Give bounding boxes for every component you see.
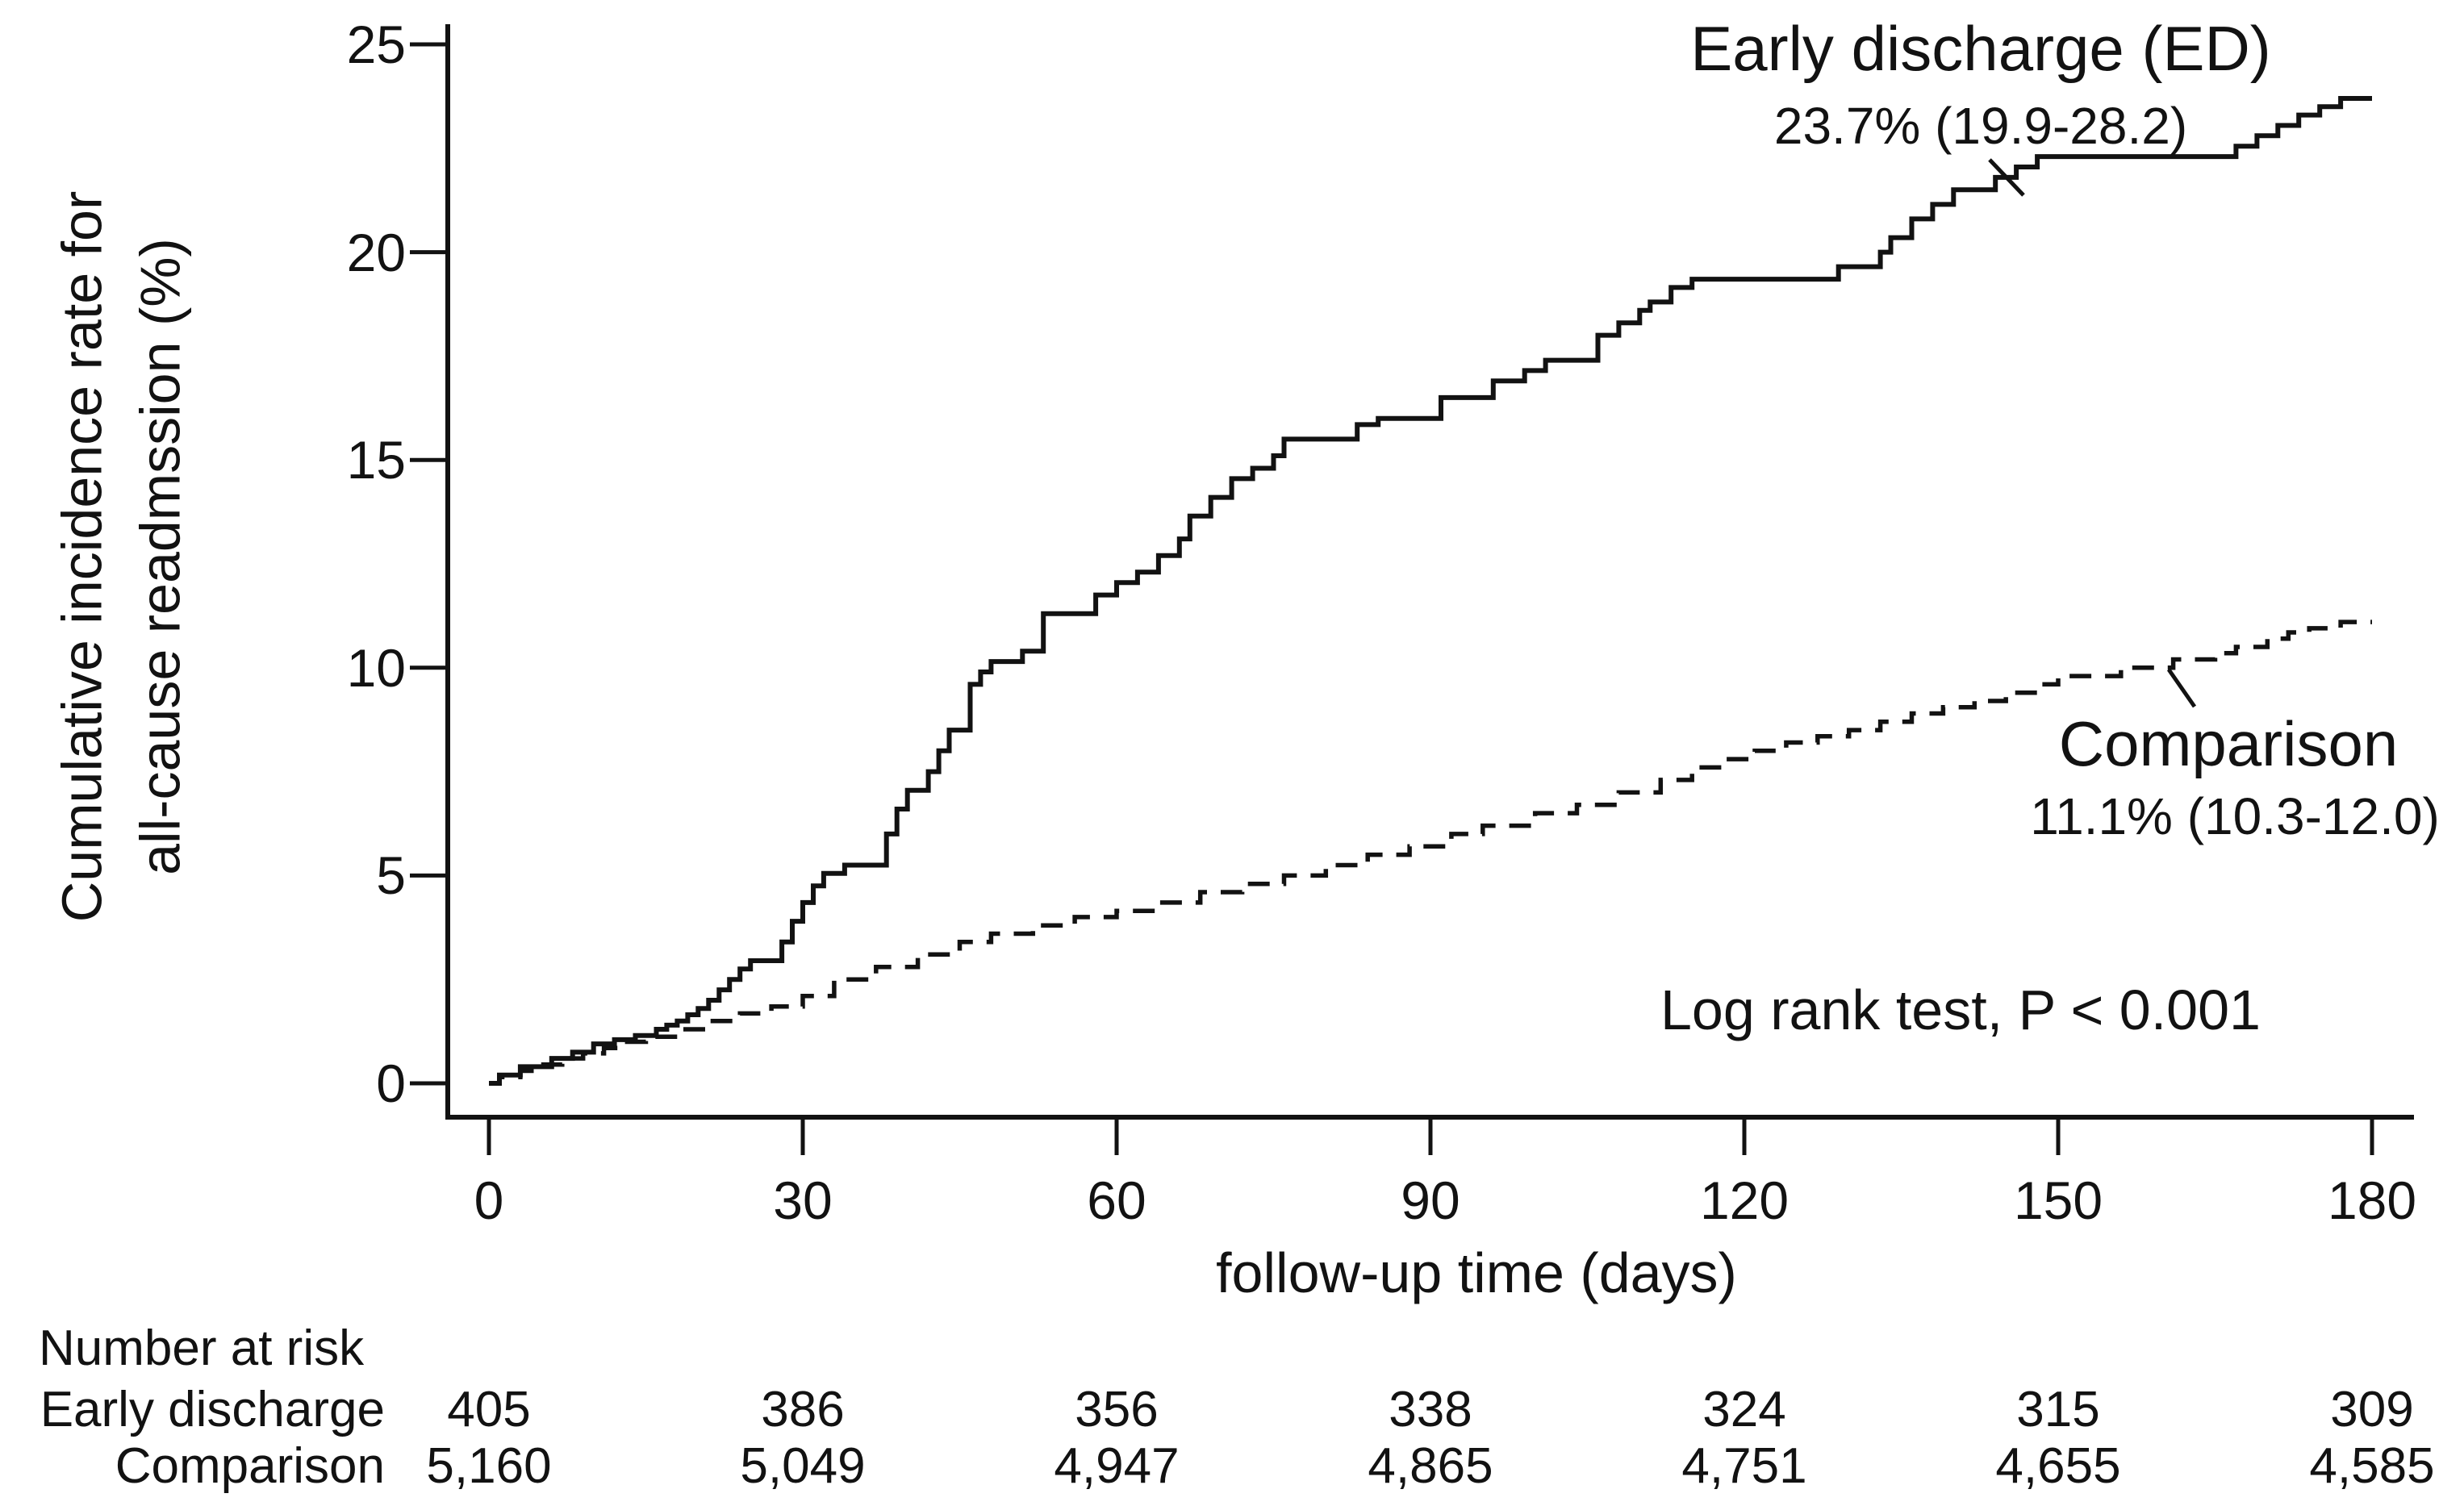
series-estimate-comparison: 11.1% (10.3-12.0) xyxy=(2030,787,2440,845)
curve-comparison xyxy=(489,620,2372,1086)
x-tick-label: 30 xyxy=(773,1170,833,1230)
y-axis-title-line2: all-cause readmssion (%) xyxy=(128,238,191,875)
y-axis-title: Cumulative incidence rate for all-cause … xyxy=(43,191,198,923)
risk-row-label: Early discharge xyxy=(40,1382,385,1437)
risk-count: 4,585 xyxy=(2309,1438,2435,1494)
x-tick-label: 90 xyxy=(1401,1170,1460,1230)
risk-count: 315 xyxy=(2016,1382,2100,1437)
risk-count: 356 xyxy=(1075,1382,1159,1437)
x-tick-label: 120 xyxy=(1699,1170,1790,1230)
risk-count: 4,865 xyxy=(1368,1438,1493,1494)
y-tick-label: 20 xyxy=(346,222,406,282)
series-label-comparison: Comparison xyxy=(2058,708,2399,779)
y-tick-label: 10 xyxy=(346,637,406,698)
y-axis-title-line1: Cumulative incidence rate for xyxy=(50,190,114,923)
risk-count: 309 xyxy=(2330,1382,2414,1437)
series-label-early-discharge: Early discharge (ED) xyxy=(1690,13,2271,84)
y-tick-label: 25 xyxy=(346,15,406,74)
risk-count: 4,655 xyxy=(1995,1438,2121,1494)
comparison-callout-line xyxy=(2166,668,2197,708)
series-estimate-early-discharge: 23.7% (19.9-28.2) xyxy=(1773,97,2188,155)
risk-count: 4,947 xyxy=(1054,1438,1180,1494)
x-axis-title: follow-up time (days) xyxy=(1216,1241,1737,1304)
y-tick-label: 0 xyxy=(376,1053,406,1113)
risk-count: 5,049 xyxy=(740,1438,866,1494)
risk-row-label: Comparison xyxy=(115,1438,385,1494)
risk-count: 4,751 xyxy=(1681,1438,1807,1494)
risk-count: 338 xyxy=(1389,1382,1472,1437)
x-tick-label: 0 xyxy=(474,1170,504,1230)
x-tick-label: 150 xyxy=(2013,1170,2103,1230)
number-at-risk-header: Number at risk xyxy=(39,1320,365,1376)
risk-count: 386 xyxy=(761,1382,845,1437)
x-tick-label: 60 xyxy=(1087,1170,1146,1230)
x-tick-label: 180 xyxy=(2327,1170,2417,1230)
curve-early-discharge xyxy=(489,96,2372,1086)
axis-lines xyxy=(445,24,2414,1120)
y-tick-label: 15 xyxy=(346,430,406,490)
risk-count: 5,160 xyxy=(426,1438,552,1494)
risk-count: 405 xyxy=(447,1382,531,1437)
risk-count: 324 xyxy=(1702,1382,1786,1437)
y-tick-label: 5 xyxy=(376,845,406,906)
logrank-test-annotation: Log rank test, P < 0.001 xyxy=(1660,978,2261,1041)
ed-callout-line xyxy=(1988,158,2025,197)
